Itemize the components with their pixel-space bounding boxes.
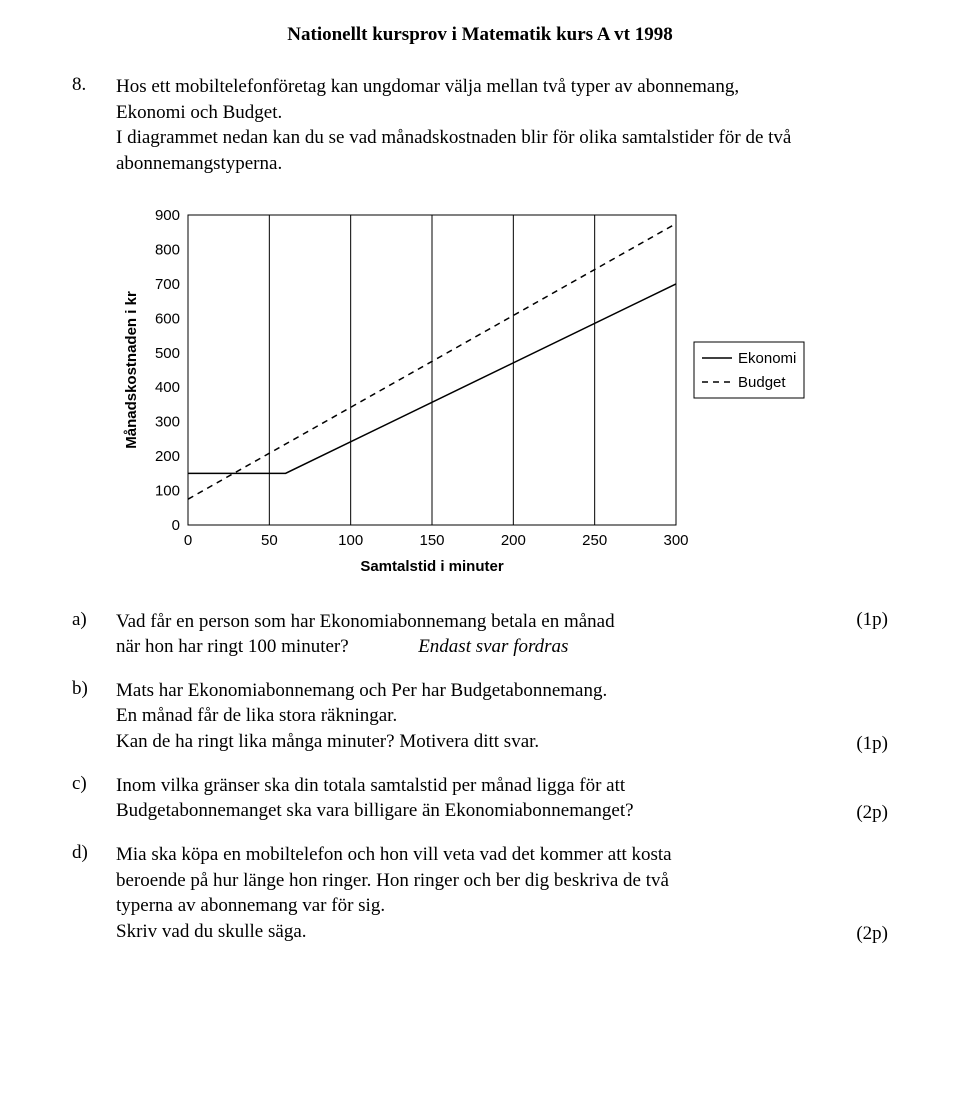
- part-c-line2: Budgetabonnemanget ska vara billigare än…: [116, 798, 830, 824]
- svg-text:200: 200: [501, 532, 526, 549]
- part-d-line2: beroende på hur länge hon ringer. Hon ri…: [116, 868, 830, 894]
- intro-line3: I diagrammet nedan kan du se vad månadsk…: [116, 127, 791, 174]
- part-a-text: Vad får en person som har Ekonomiabonnem…: [116, 609, 830, 660]
- part-a-line1: Vad får en person som har Ekonomiabonnem…: [116, 609, 830, 635]
- svg-text:800: 800: [155, 241, 180, 258]
- part-a: a) Vad får en person som har Ekonomiabon…: [72, 609, 888, 660]
- svg-text:Ekonomi: Ekonomi: [738, 350, 796, 367]
- question-intro: 8. Hos ett mobiltelefonföretag kan ungdo…: [72, 74, 888, 177]
- svg-text:Samtalstid i minuter: Samtalstid i minuter: [360, 558, 504, 575]
- part-c-points: (2p): [830, 802, 888, 824]
- svg-text:100: 100: [338, 532, 363, 549]
- svg-text:200: 200: [155, 448, 180, 465]
- cost-chart: 0 100 200 300 400 500 600 700 800 900 0 50 100 150 200…: [116, 205, 888, 585]
- svg-text:400: 400: [155, 379, 180, 396]
- svg-text:300: 300: [155, 413, 180, 430]
- part-b-line2: En månad får de lika stora räkningar.: [116, 703, 830, 729]
- part-a-line2-italic: Endast svar fordras: [418, 636, 568, 657]
- part-a-label: a): [72, 609, 116, 631]
- part-a-points: (1p): [830, 609, 888, 631]
- intro-line2: Ekonomi och Budget.: [116, 102, 282, 123]
- svg-text:300: 300: [663, 532, 688, 549]
- svg-text:50: 50: [261, 532, 278, 549]
- part-a-line2-left: när hon har ringt 100 minuter?: [116, 636, 349, 657]
- svg-text:0: 0: [184, 532, 192, 549]
- svg-text:600: 600: [155, 310, 180, 327]
- svg-text:Budget: Budget: [738, 374, 786, 391]
- part-d-text: Mia ska köpa en mobiltelefon och hon vil…: [116, 842, 830, 945]
- part-b-text: Mats har Ekonomiabonnemang och Per har B…: [116, 678, 830, 755]
- part-d: d) Mia ska köpa en mobiltelefon och hon …: [72, 842, 888, 945]
- part-d-label: d): [72, 842, 116, 864]
- question-number: 8.: [72, 74, 116, 96]
- part-b-points: (1p): [830, 733, 888, 755]
- part-d-line4: Skriv vad du skulle säga.: [116, 919, 830, 945]
- svg-text:100: 100: [155, 482, 180, 499]
- part-c: c) Inom vilka gränser ska din totala sam…: [72, 773, 888, 824]
- part-b-line3: Kan de ha ringt lika många minuter? Moti…: [116, 729, 830, 755]
- part-d-points: (2p): [830, 923, 888, 945]
- part-c-label: c): [72, 773, 116, 795]
- svg-text:150: 150: [419, 532, 444, 549]
- svg-text:900: 900: [155, 207, 180, 224]
- part-b: b) Mats har Ekonomiabonnemang och Per ha…: [72, 678, 888, 755]
- exam-page: Nationellt kursprov i Matematik kurs A v…: [0, 0, 960, 1094]
- part-c-text: Inom vilka gränser ska din totala samtal…: [116, 773, 830, 824]
- intro-line1: Hos ett mobiltelefonföretag kan ungdomar…: [116, 76, 739, 97]
- svg-text:Månadskostnaden i kr: Månadskostnaden i kr: [123, 291, 140, 449]
- svg-text:700: 700: [155, 275, 180, 292]
- part-b-line1: Mats har Ekonomiabonnemang och Per har B…: [116, 678, 830, 704]
- part-b-label: b): [72, 678, 116, 700]
- part-c-line1: Inom vilka gränser ska din totala samtal…: [116, 773, 830, 799]
- svg-text:250: 250: [582, 532, 607, 549]
- part-d-line3: typerna av abonnemang var för sig.: [116, 893, 830, 919]
- svg-text:0: 0: [172, 517, 180, 534]
- question-body: Hos ett mobiltelefonföretag kan ungdomar…: [116, 74, 830, 177]
- svg-text:500: 500: [155, 344, 180, 361]
- page-header: Nationellt kursprov i Matematik kurs A v…: [72, 24, 888, 46]
- part-d-line1: Mia ska köpa en mobiltelefon och hon vil…: [116, 842, 830, 868]
- chart-svg: 0 100 200 300 400 500 600 700 800 900 0 50 100 150 200…: [116, 205, 836, 585]
